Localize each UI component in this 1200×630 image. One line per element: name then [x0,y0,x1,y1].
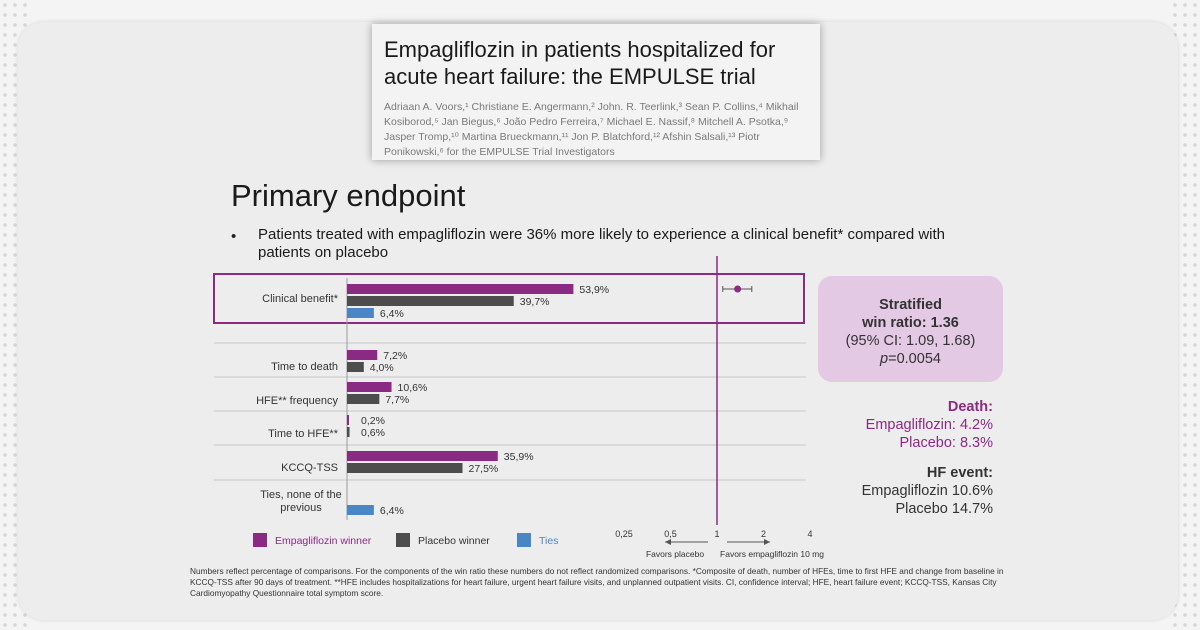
bar [347,394,380,404]
legend-swatch [253,533,267,547]
bar-label: 35,9% [504,451,534,463]
bar [347,296,514,306]
bar-label: 39,7% [520,296,550,308]
death-placebo: Placebo: 8.3% [899,435,993,451]
bar-label: 27,5% [469,463,499,475]
legend-label: Ties [539,535,558,547]
paper-header: Empagliflozin in patients hospitalized f… [372,24,820,160]
bar [347,463,463,473]
hf-event-empa: Empagliflozin 10.6% [861,483,993,499]
win-ratio-p: p=0.0054 [818,350,1003,368]
category-label: Clinical benefit* [262,293,339,305]
footnote: Numbers reflect percentage of comparison… [190,566,1004,598]
p-value: =0.0054 [888,351,941,367]
bar [347,382,392,392]
death-stats: Death: Empagliflozin: 4.2% Placebo: 8.3% [818,398,993,452]
hf-event-header: HF event: [926,465,993,481]
bar-label: 4,0% [370,362,394,374]
bullet-text: Patients treated with empagliflozin were… [258,226,946,261]
win-ratio-box: Stratified win ratio: 1.36 (95% CI: 1.09… [818,276,1003,382]
forest-tick-label: 0,5 [664,529,677,539]
paper-authors: Adriaan A. Voors,¹ Christiane E. Angerma… [384,101,799,158]
bar-label: 0,6% [361,427,385,439]
bar-label: 6,4% [380,505,404,517]
forest-tick-label: 0,25 [615,529,633,539]
legend-swatch [396,533,410,547]
bar-label: 10,6% [398,382,428,394]
hf-event-stats: HF event: Empagliflozin 10.6% Placebo 14… [818,464,993,518]
highlight-box [213,273,805,324]
bar-label: 7,7% [385,394,409,406]
death-header: Death: [947,399,993,415]
category-label: Time to HFE** [268,428,339,440]
legend-swatch [517,533,531,547]
forest-tick-label: 2 [761,529,766,539]
win-ratio-ci: (95% CI: 1.09, 1.68) [845,333,976,349]
slide-heading: Primary endpoint [231,178,466,213]
p-label: p [880,351,889,367]
bar [347,505,374,515]
point-estimate [734,285,742,293]
paper-title: Empagliflozin in patients hospitalized f… [384,37,776,89]
favors-empagliflozin-label: Favors empagliflozin 10 mg [720,549,824,559]
favors-placebo-label: Favors placebo [646,549,704,559]
forest-tick-label: 4 [807,529,812,539]
bar [347,427,350,437]
bullet-marker: • [231,228,237,245]
win-ratio-line2: win ratio: 1.36 [862,315,959,331]
category-label: HFE** frequency [256,395,338,407]
category-label: Time to death [271,361,338,373]
legend-label: Empagliflozin winner [275,535,372,547]
bar-label: 53,9% [579,284,609,296]
forest-tick-label: 1 [714,529,719,539]
legend-label: Placebo winner [418,535,490,547]
bar [347,308,374,318]
category-label: KCCQ-TSS [281,462,338,474]
bar [347,451,498,461]
arrow-left-head [665,539,671,545]
bar [347,362,364,372]
arrow-right-head [764,539,770,545]
bar-label: 7,2% [383,350,407,362]
bar [347,415,349,425]
win-ratio-line1: Stratified [879,297,942,313]
category-label: Ties, none of the previous [260,489,342,514]
bar [347,284,574,294]
bar-label: 0,2% [361,415,385,427]
death-empa: Empagliflozin: 4.2% [865,417,993,433]
bar [347,350,378,360]
hf-event-placebo: Placebo 14.7% [895,501,993,517]
bar-label: 6,4% [380,308,404,320]
